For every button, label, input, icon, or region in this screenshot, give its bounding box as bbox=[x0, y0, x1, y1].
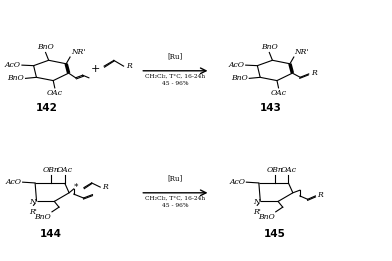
Text: 45 - 96%: 45 - 96% bbox=[162, 81, 189, 86]
Text: R': R' bbox=[29, 209, 37, 216]
Text: AcO: AcO bbox=[229, 61, 245, 69]
Text: 144: 144 bbox=[40, 229, 62, 239]
Text: R': R' bbox=[253, 209, 261, 216]
Text: NR': NR' bbox=[295, 48, 309, 56]
Text: R: R bbox=[126, 62, 132, 70]
Text: AcO: AcO bbox=[5, 178, 22, 186]
Text: OAc: OAc bbox=[57, 166, 73, 174]
Text: BnO: BnO bbox=[37, 43, 54, 51]
Text: N: N bbox=[29, 198, 36, 206]
Text: CH₂Cl₂, T°C, 16-24h: CH₂Cl₂, T°C, 16-24h bbox=[145, 195, 205, 200]
Text: R: R bbox=[311, 69, 317, 77]
Text: 143: 143 bbox=[260, 103, 281, 114]
Text: OBn: OBn bbox=[267, 166, 283, 174]
Text: OAc: OAc bbox=[47, 89, 63, 97]
Text: R: R bbox=[103, 183, 108, 191]
Text: BnO: BnO bbox=[231, 74, 248, 82]
Text: BnO: BnO bbox=[258, 213, 274, 221]
Text: AcO: AcO bbox=[5, 61, 21, 69]
Text: *: * bbox=[74, 183, 78, 192]
Text: OAc: OAc bbox=[270, 89, 287, 97]
Text: 145: 145 bbox=[264, 229, 285, 239]
Text: OBn: OBn bbox=[43, 166, 60, 174]
Text: N: N bbox=[253, 198, 260, 206]
Text: +: + bbox=[91, 64, 100, 74]
Text: NR': NR' bbox=[71, 48, 85, 56]
Text: R: R bbox=[318, 191, 323, 199]
Text: AcO: AcO bbox=[229, 178, 245, 186]
Text: BnO: BnO bbox=[7, 74, 24, 82]
Text: 142: 142 bbox=[36, 103, 58, 114]
Text: [Ru]: [Ru] bbox=[168, 174, 183, 182]
Text: CH₂Cl₂, T°C, 16-24h: CH₂Cl₂, T°C, 16-24h bbox=[145, 73, 205, 78]
Text: BnO: BnO bbox=[34, 213, 51, 221]
Text: BnO: BnO bbox=[261, 43, 278, 51]
Text: OAc: OAc bbox=[280, 166, 296, 174]
Text: [Ru]: [Ru] bbox=[168, 52, 183, 60]
Text: 45 - 96%: 45 - 96% bbox=[162, 203, 189, 208]
